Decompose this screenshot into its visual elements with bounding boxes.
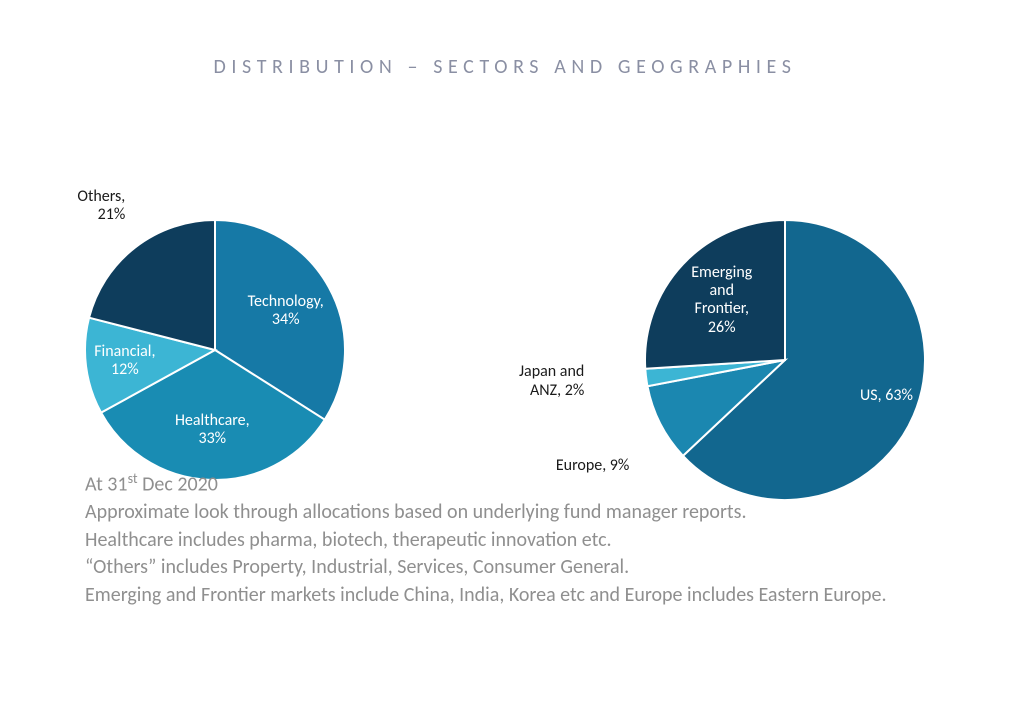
footnote-line: At 31st Dec 2020 xyxy=(85,470,925,498)
footnotes-block: At 31st Dec 2020Approximate look through… xyxy=(85,470,925,611)
page-root: DISTRIBUTION – SECTORS AND GEOGRAPHIES T… xyxy=(0,0,1010,710)
page-title: DISTRIBUTION – SECTORS AND GEOGRAPHIES xyxy=(0,55,1010,79)
footnote-line: Emerging and Frontier markets include Ch… xyxy=(85,583,925,609)
pie-slice xyxy=(645,220,785,369)
footnote-line: “Others” includes Property, Industrial, … xyxy=(85,555,925,581)
footnote-line: Approximate look through allocations bas… xyxy=(85,500,925,526)
footnote-line: Healthcare includes pharma, biotech, the… xyxy=(85,528,925,554)
